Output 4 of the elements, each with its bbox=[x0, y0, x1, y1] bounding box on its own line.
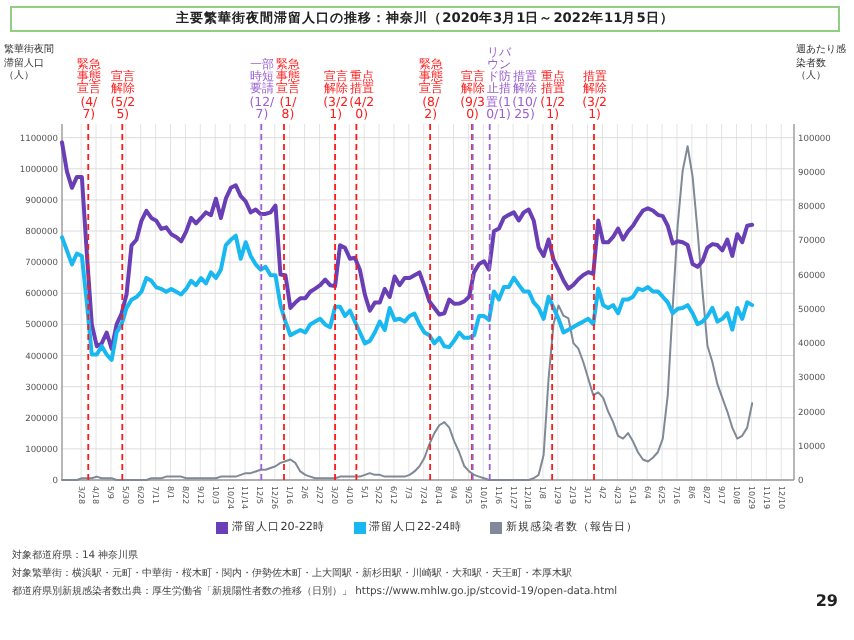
text: 29 bbox=[815, 592, 838, 610]
line-series bbox=[60, 140, 755, 351]
line-series bbox=[61, 145, 754, 481]
line-series bbox=[60, 233, 755, 362]
